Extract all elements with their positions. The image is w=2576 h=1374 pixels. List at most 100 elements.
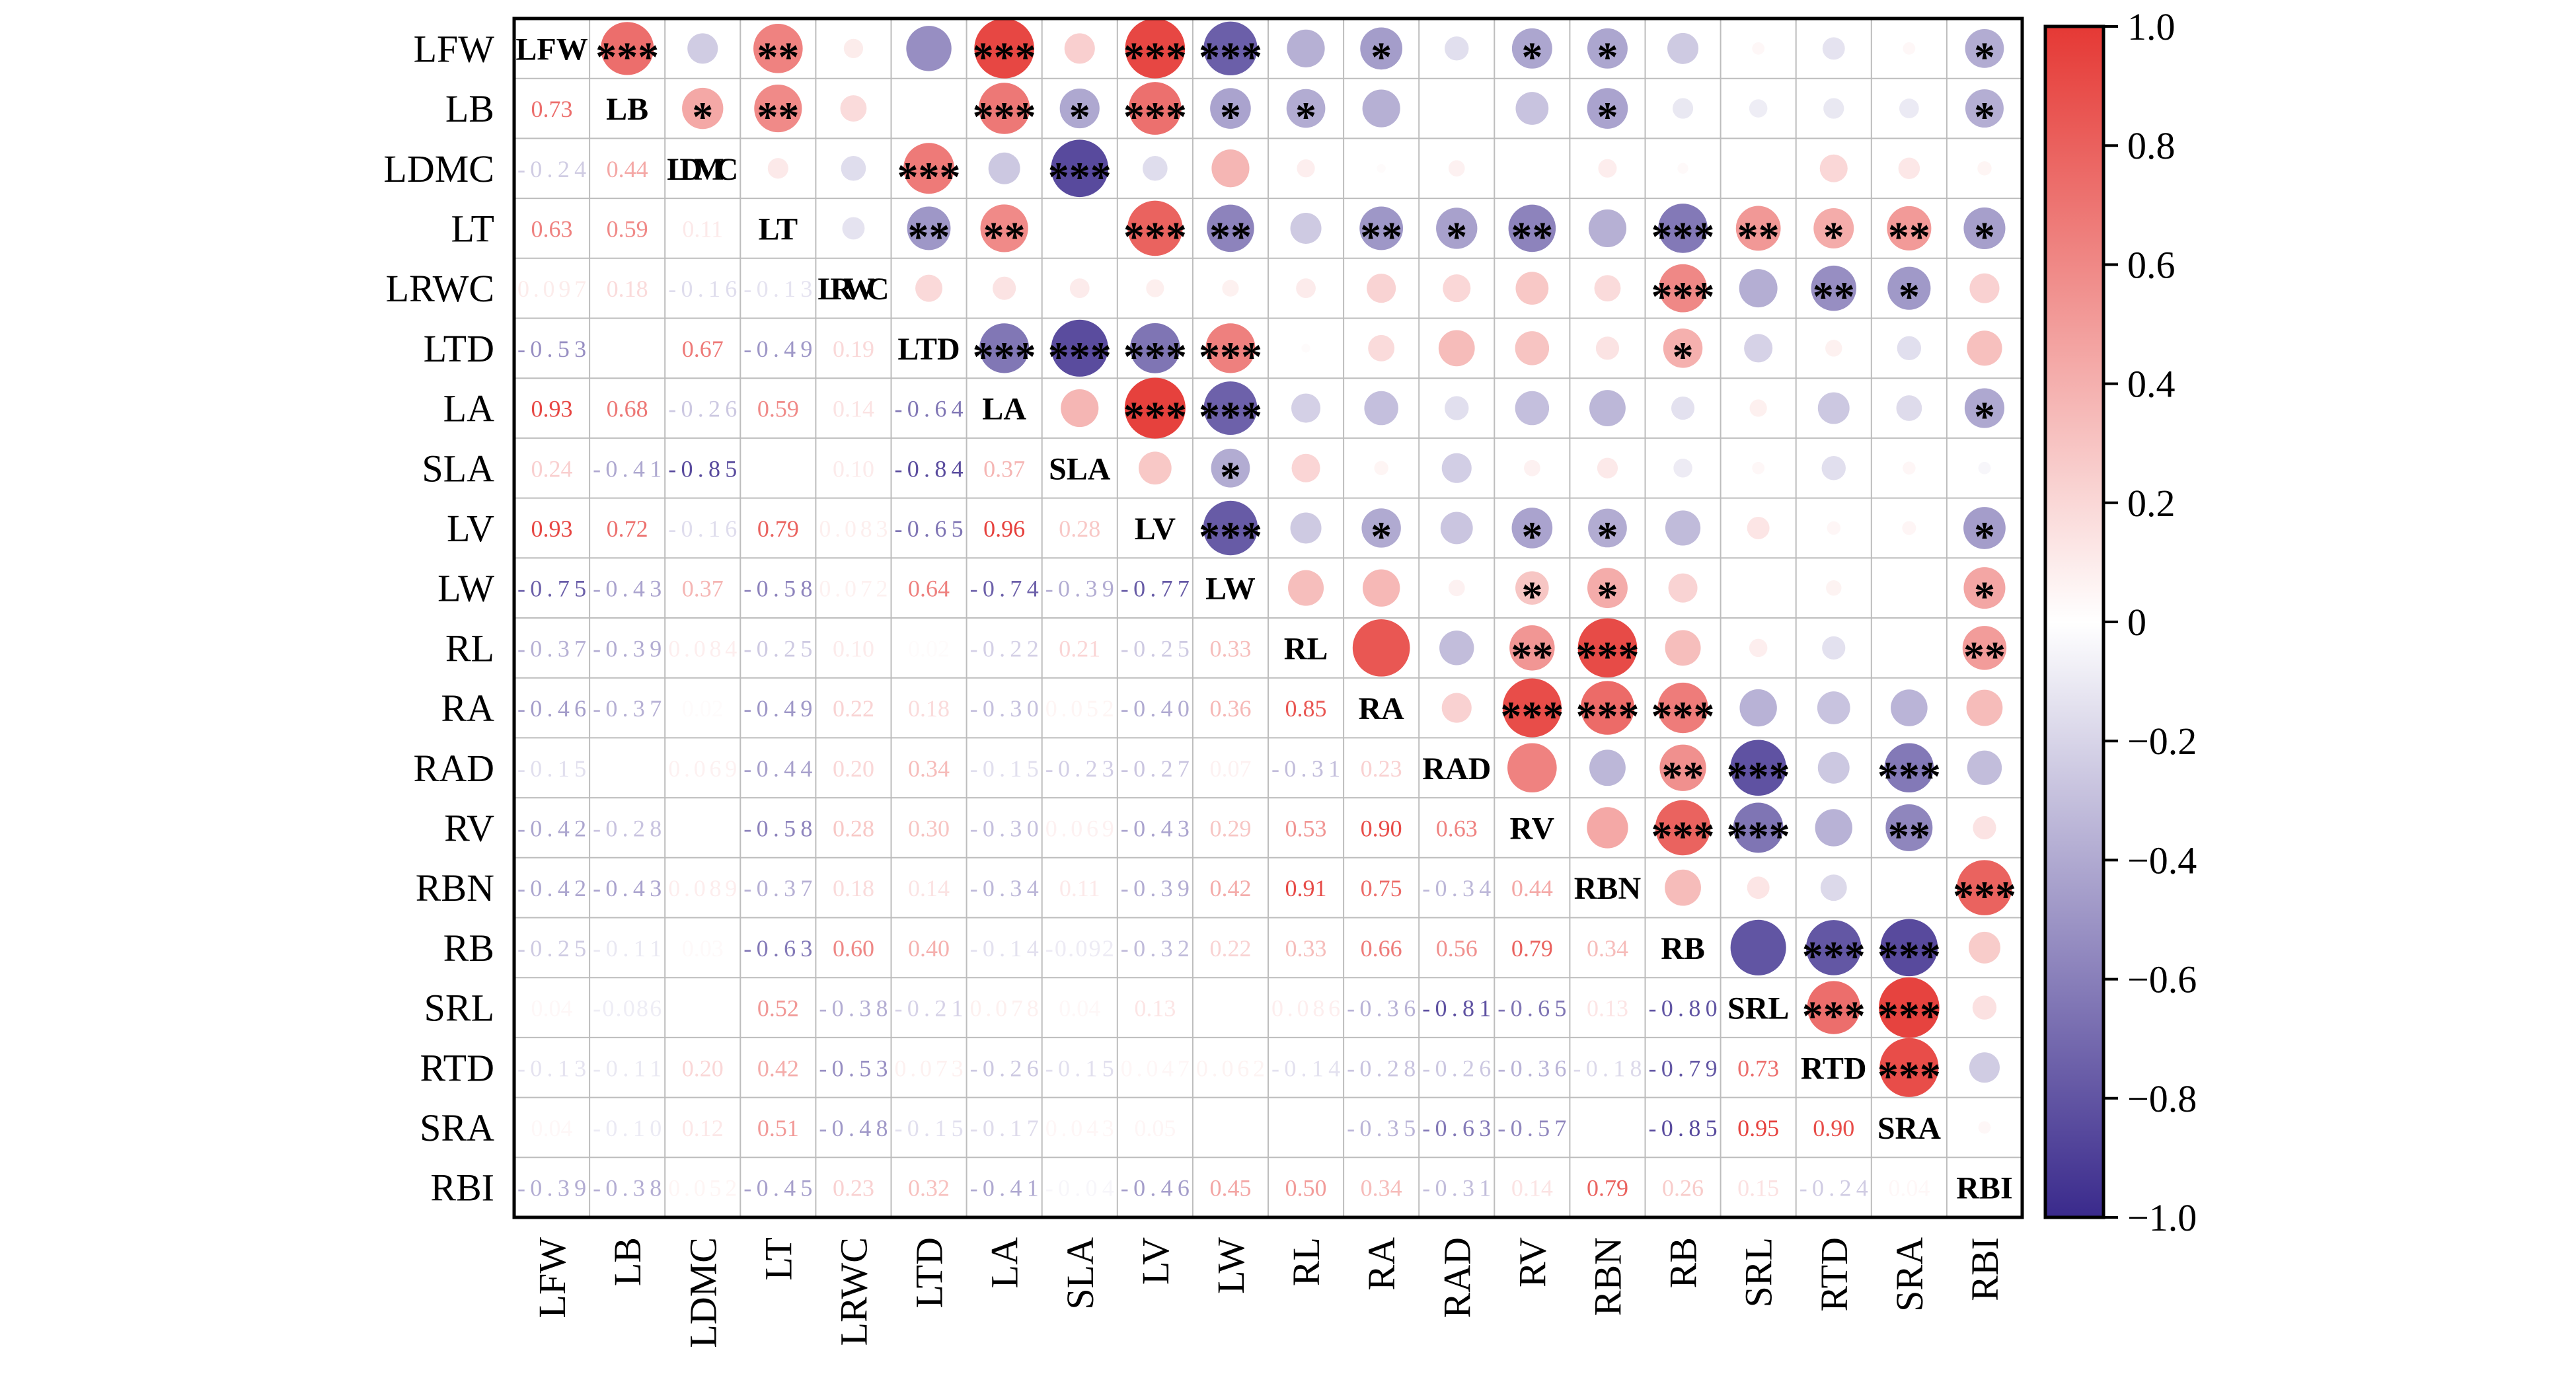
significance-stars: *** (1651, 693, 1715, 740)
significance-stars: *** (1651, 812, 1715, 859)
correlation-circle (1963, 507, 2006, 549)
significance-stars: *** (1123, 93, 1187, 140)
correlation-circle (1825, 340, 1842, 357)
correlation-circle (1587, 568, 1628, 609)
correlation-circle (980, 204, 1028, 252)
correlation-circle (1967, 330, 2002, 366)
correlation-value: 0.02 (908, 635, 950, 662)
diagonal-label: RA (1358, 691, 1404, 726)
significance-stars: *** (1123, 33, 1187, 80)
correlation-value: 0.23 (833, 1175, 874, 1202)
correlation-value: 0.33 (1285, 935, 1327, 962)
correlation-circle (1973, 816, 1996, 840)
correlation-circle (1730, 740, 1786, 796)
correlation-circle (1301, 344, 1310, 353)
correlation-circle (1879, 977, 1940, 1038)
correlation-value: 0.11 (1059, 875, 1100, 901)
correlation-circle (1672, 98, 1694, 119)
correlation-circle (1440, 512, 1473, 545)
correlation-circle (1957, 860, 2012, 915)
x-axis-label: LA (983, 1237, 1026, 1288)
correlation-circle (1747, 876, 1770, 899)
significance-stars: *** (1651, 273, 1715, 320)
correlation-circle (1749, 399, 1767, 417)
correlation-circle (1903, 461, 1916, 475)
significance-stars: ** (1888, 812, 1930, 859)
correlation-value: 0.18 (607, 276, 648, 302)
y-axis-label: LA (443, 387, 494, 430)
correlation-circle (974, 19, 1034, 79)
correlation-value: 0.22 (833, 695, 874, 722)
correlation-value: 0.18 (833, 875, 874, 901)
diagonal-label: RB (1661, 931, 1705, 966)
correlation-value: 0.10 (833, 455, 874, 482)
correlation-value: 0.34 (1587, 935, 1628, 962)
correlation-value: 0.18 (908, 695, 950, 722)
correlation-circle (1441, 453, 1472, 483)
correlation-circle (1205, 323, 1256, 373)
colorbar-tick-label: 0.8 (2127, 124, 2176, 167)
correlation-circle (1752, 461, 1765, 475)
correlation-circle (1051, 319, 1108, 377)
colorbar-tick-label: 0.4 (2127, 363, 2176, 406)
correlation-value: 0.36 (1209, 695, 1251, 722)
correlation-circle (1887, 206, 1932, 251)
correlation-circle (1963, 207, 2006, 249)
correlation-circle (1968, 931, 2000, 964)
correlation-value: 0.02 (682, 695, 724, 722)
correlation-circle (1885, 804, 1933, 851)
y-axis-label: RV (444, 806, 494, 849)
significance-stars: *** (1877, 933, 1941, 979)
correlation-circle (1291, 453, 1320, 482)
correlation-circle (1443, 274, 1471, 303)
correlation-circle (1352, 619, 1410, 677)
y-axis-label: RL (445, 627, 494, 669)
correlation-circle (1064, 33, 1095, 64)
correlation-circle (1362, 569, 1400, 607)
x-axis-label: LFW (531, 1237, 574, 1318)
correlation-value: 0.073 (895, 1055, 964, 1081)
correlation-circle (1969, 1052, 2000, 1083)
correlation-circle (1360, 27, 1403, 70)
correlation-circle (1448, 160, 1465, 177)
correlation-circle (1747, 517, 1770, 539)
significance-stars: *** (1575, 693, 1639, 740)
colorbar-tick-label: −0.2 (2127, 720, 2197, 763)
correlation-value: 0.37 (983, 455, 1025, 482)
significance-stars: *** (1123, 213, 1187, 260)
x-axis-label: LTD (908, 1237, 951, 1308)
correlation-circle (1749, 638, 1768, 658)
significance-stars: * (1521, 33, 1542, 80)
correlation-circle (1580, 681, 1635, 735)
colorbar-tick-label: −0.6 (2127, 958, 2197, 1001)
x-axis-label: LRWC (832, 1237, 875, 1346)
correlation-circle (1897, 336, 1922, 361)
correlation-value: 0.078 (970, 995, 1039, 1022)
correlation-circle (1125, 19, 1186, 79)
correlation-circle (1663, 328, 1703, 368)
correlation-value: 0.21 (1059, 635, 1100, 662)
correlation-value: 0.53 (1285, 815, 1327, 841)
correlation-circle (1291, 393, 1321, 423)
x-axis-label: LV (1134, 1237, 1177, 1285)
correlation-circle (1902, 521, 1916, 535)
correlation-value: 0.75 (1361, 875, 1402, 901)
correlation-circle (979, 323, 1030, 373)
correlation-circle (1587, 28, 1628, 69)
correlation-value: 0.64 (908, 576, 950, 602)
colorbar-tick-label: 0 (2127, 601, 2146, 644)
y-axis-label: RB (443, 927, 494, 970)
correlation-circle (1438, 330, 1475, 367)
correlation-circle (1507, 743, 1557, 793)
x-axis-label: SLA (1059, 1237, 1102, 1310)
colorbar: 1.0 0.8 0.6 0.4 0.2 0 −0.2 −0.4 −0.6 −0.8 −1.0 (2043, 5, 2197, 1239)
correlation-circle (1509, 625, 1555, 671)
y-axis-label: LFW (414, 27, 495, 70)
x-axis-labels: LFW LB LDMC LT LRWC LTD LA SLA LV LW RL RA RAD RV RBN R… (531, 1237, 2006, 1348)
correlation-value: 0.32 (908, 1175, 950, 1202)
correlation-circle (1377, 164, 1386, 173)
significance-stars: *** (1802, 933, 1866, 979)
y-axis-label: RTD (420, 1046, 494, 1089)
significance-stars: * (1899, 273, 1920, 320)
significance-stars: ** (1511, 632, 1553, 679)
